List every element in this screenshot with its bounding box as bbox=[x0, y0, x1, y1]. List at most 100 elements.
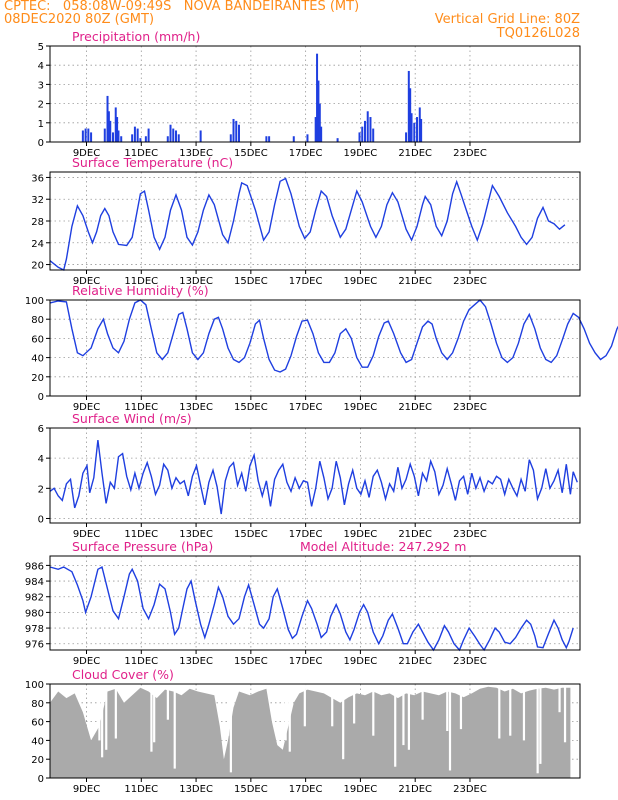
y-tick-label: 100 bbox=[25, 296, 44, 307]
precip-bar bbox=[172, 128, 175, 142]
panel-title: Precipitation (mm/h) bbox=[72, 29, 200, 44]
precip-bar bbox=[405, 132, 408, 142]
cloud-gap bbox=[166, 684, 169, 720]
y-tick-label: 5 bbox=[38, 42, 44, 53]
precip-bar bbox=[109, 120, 112, 142]
cloud-gap bbox=[153, 684, 156, 743]
cloud-gap bbox=[459, 684, 463, 730]
cloud-gap bbox=[105, 684, 108, 750]
cloud-gap bbox=[446, 684, 449, 731]
x-tick-label: 21DEC bbox=[398, 148, 432, 159]
cloud-gap bbox=[342, 684, 345, 760]
y-tick-label: 32 bbox=[31, 195, 44, 206]
x-tick-label: 17DEC bbox=[289, 529, 323, 540]
precip-bar bbox=[144, 136, 147, 142]
x-tick-label: 11DEC bbox=[124, 402, 158, 413]
y-tick-label: 0 bbox=[38, 774, 44, 785]
series-line bbox=[49, 298, 618, 373]
x-tick-label: 21DEC bbox=[398, 529, 432, 540]
x-tick-label: 23DEC bbox=[453, 656, 487, 667]
precip-bar bbox=[316, 53, 319, 142]
precip-bar bbox=[107, 111, 110, 142]
cloud-gap bbox=[114, 684, 117, 739]
cloud-gap bbox=[536, 684, 539, 774]
y-tick-label: 20 bbox=[31, 755, 44, 766]
panel-4: 0 2 4 6 9DEC 11DEC 13DEC 15DEC 17DEC 19DEC 21DEC 23… bbox=[38, 411, 581, 540]
x-tick-label: 13DEC bbox=[179, 784, 213, 795]
precip-bar bbox=[358, 132, 361, 142]
cloud-gap bbox=[101, 684, 104, 758]
chart-header: CPTEC: 058:08W-09:49S NOVA BANDEIRANTES … bbox=[0, 0, 618, 46]
cloud-gap bbox=[558, 684, 561, 713]
y-tick-label: 80 bbox=[31, 315, 44, 326]
panel-frame bbox=[49, 427, 581, 524]
precip-bar bbox=[103, 128, 106, 142]
precip-bar bbox=[317, 80, 320, 142]
cloud-gap bbox=[150, 684, 153, 752]
panel-6: 0 20 40 60 80 100 9DEC 11DEC 13DEC 15DEC 17DEC 19DE… bbox=[25, 667, 581, 795]
panel-title: Surface Pressure (hPa) bbox=[72, 539, 213, 554]
precip-bar bbox=[265, 136, 268, 142]
precip-bar bbox=[336, 138, 339, 142]
x-tick-label: 15DEC bbox=[234, 402, 268, 413]
precip-bar bbox=[169, 124, 172, 142]
x-tick-label: 9DEC bbox=[73, 276, 100, 287]
y-tick-label: 36 bbox=[31, 173, 44, 184]
y-tick-label: 24 bbox=[31, 239, 44, 250]
cloud-gap bbox=[98, 684, 101, 741]
cloud-gap bbox=[539, 684, 542, 764]
y-tick-label: 2 bbox=[38, 100, 44, 111]
y-tick-label: 0 bbox=[38, 392, 44, 403]
header-grid-line: Vertical Grid Line: 80Z bbox=[434, 12, 580, 27]
y-tick-label: 982 bbox=[25, 593, 44, 604]
x-tick-label: 17DEC bbox=[289, 148, 323, 159]
cloud-gap bbox=[284, 684, 287, 741]
x-tick-label: 17DEC bbox=[289, 784, 323, 795]
precip-bar bbox=[199, 130, 202, 142]
x-tick-label: 23DEC bbox=[453, 148, 487, 159]
precip-bar bbox=[174, 130, 177, 142]
precip-bar bbox=[177, 134, 180, 142]
x-tick-label: 9DEC bbox=[73, 784, 100, 795]
x-tick-label: 9DEC bbox=[73, 402, 100, 413]
cloud-gap bbox=[331, 684, 334, 727]
precip-bar bbox=[90, 132, 93, 142]
x-tick-label: 11DEC bbox=[124, 148, 158, 159]
precip-bar bbox=[237, 124, 240, 142]
panel-title: Surface Wind (m/s) bbox=[72, 411, 192, 426]
x-tick-label: 13DEC bbox=[179, 529, 213, 540]
header-location: CPTEC: 058:08W-09:49S NOVA BANDEIRANTES … bbox=[4, 0, 360, 14]
x-tick-label: 21DEC bbox=[398, 784, 432, 795]
y-tick-label: 4 bbox=[38, 454, 44, 465]
y-tick-label: 60 bbox=[31, 334, 44, 345]
cloud-area bbox=[50, 686, 571, 778]
series-line bbox=[49, 440, 578, 515]
cloud-gap bbox=[402, 684, 405, 746]
cloud-gap bbox=[288, 684, 291, 752]
precip-bar bbox=[361, 126, 364, 142]
y-tick-label: 20 bbox=[31, 373, 44, 384]
panel-frame bbox=[49, 299, 581, 397]
precip-bar bbox=[111, 132, 114, 142]
x-tick-label: 19DEC bbox=[344, 784, 378, 795]
cloud-gap bbox=[229, 684, 232, 773]
precip-bar bbox=[116, 117, 119, 142]
panel-title: Surface Temperature (nC) bbox=[72, 155, 233, 170]
panel-3: 0 20 40 60 80 100 9DEC 11DEC 13DEC 15DEC 17DEC 19DE… bbox=[25, 283, 618, 413]
panel-2: 20 24 28 32 36 9DEC 11DEC 13DEC 15DEC 17DEC 19DEC 2… bbox=[31, 155, 581, 287]
y-tick-label: 80 bbox=[31, 699, 44, 710]
y-tick-label: 0 bbox=[38, 138, 44, 149]
x-tick-label: 11DEC bbox=[124, 784, 158, 795]
x-tick-label: 9DEC bbox=[73, 529, 100, 540]
cloud-gap bbox=[498, 684, 501, 739]
panel-5: 976 978 980 982 984 986 9DEC 11DEC 13DEC 15DEC 17D… bbox=[25, 539, 581, 667]
y-tick-label: 28 bbox=[31, 217, 44, 228]
cloud-gap bbox=[407, 684, 411, 750]
y-tick-label: 100 bbox=[25, 680, 44, 691]
y-tick-label: 980 bbox=[25, 608, 44, 619]
y-tick-label: 3 bbox=[38, 80, 44, 91]
precip-bar bbox=[131, 134, 134, 142]
cloud-gap bbox=[227, 684, 230, 736]
y-tick-label: 4 bbox=[38, 61, 44, 72]
